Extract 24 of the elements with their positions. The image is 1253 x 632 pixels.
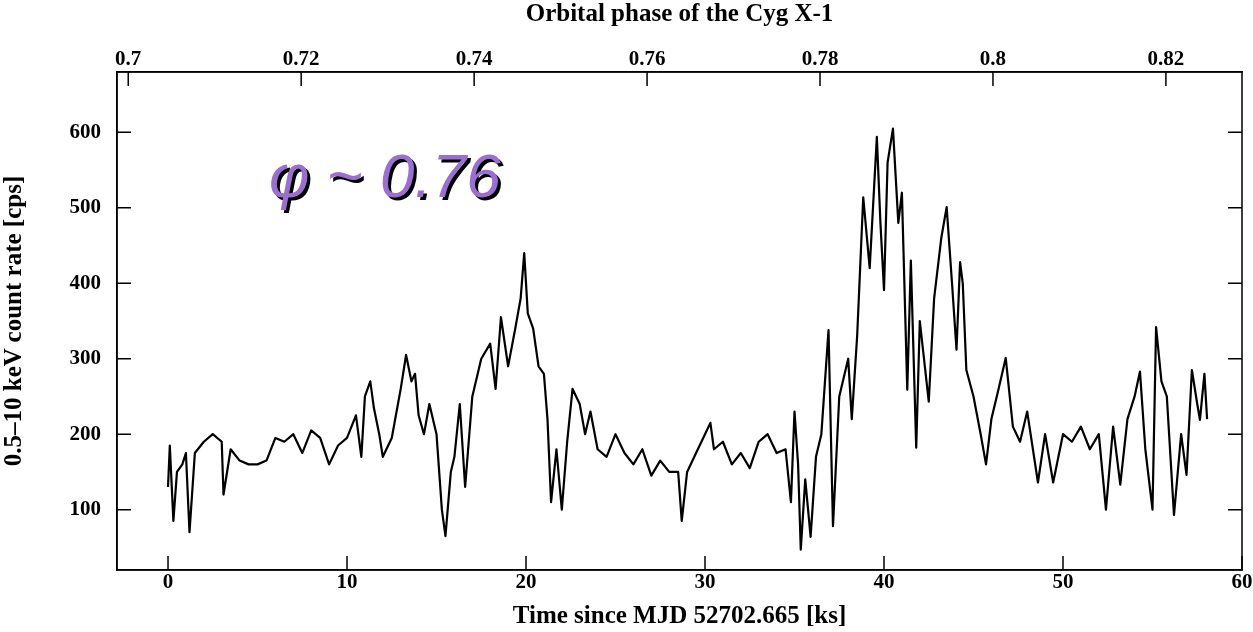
- x-tick-label: 20: [515, 569, 537, 594]
- x-tick-label: 30: [694, 569, 716, 594]
- x2-tick-label: 0.74: [455, 45, 493, 70]
- annotation: φ ~ 0.76: [271, 144, 505, 213]
- y-tick-label: 300: [69, 345, 101, 370]
- y-tick-label: 200: [69, 420, 101, 445]
- x-tick-label: 50: [1052, 569, 1074, 594]
- x-tick-label: 40: [873, 569, 895, 594]
- y-axis-title: 0.5–10 keV count rate [cps]: [0, 175, 27, 467]
- y-tick-label: 100: [69, 496, 101, 521]
- x-tick-label: 10: [336, 569, 358, 594]
- x2-tick-label: 0.82: [1147, 45, 1185, 70]
- x2-tick-label: 0.78: [801, 45, 839, 70]
- y-tick-label: 500: [69, 194, 101, 219]
- x2-tick-label: 0.72: [282, 45, 320, 70]
- x-tick-label: 0: [162, 569, 174, 594]
- x-axis-title: Time since MJD 52702.665 [ks]: [512, 601, 847, 629]
- x2-tick-label: 0.7: [115, 45, 142, 70]
- y-tick-label: 400: [69, 269, 101, 294]
- y-tick-label: 600: [69, 118, 101, 143]
- x2-tick-label: 0.8: [979, 45, 1007, 70]
- x2-axis-title: Orbital phase of the Cyg X-1: [525, 0, 834, 27]
- x-tick-label: 60: [1231, 569, 1253, 594]
- x2-tick-label: 0.76: [628, 45, 666, 70]
